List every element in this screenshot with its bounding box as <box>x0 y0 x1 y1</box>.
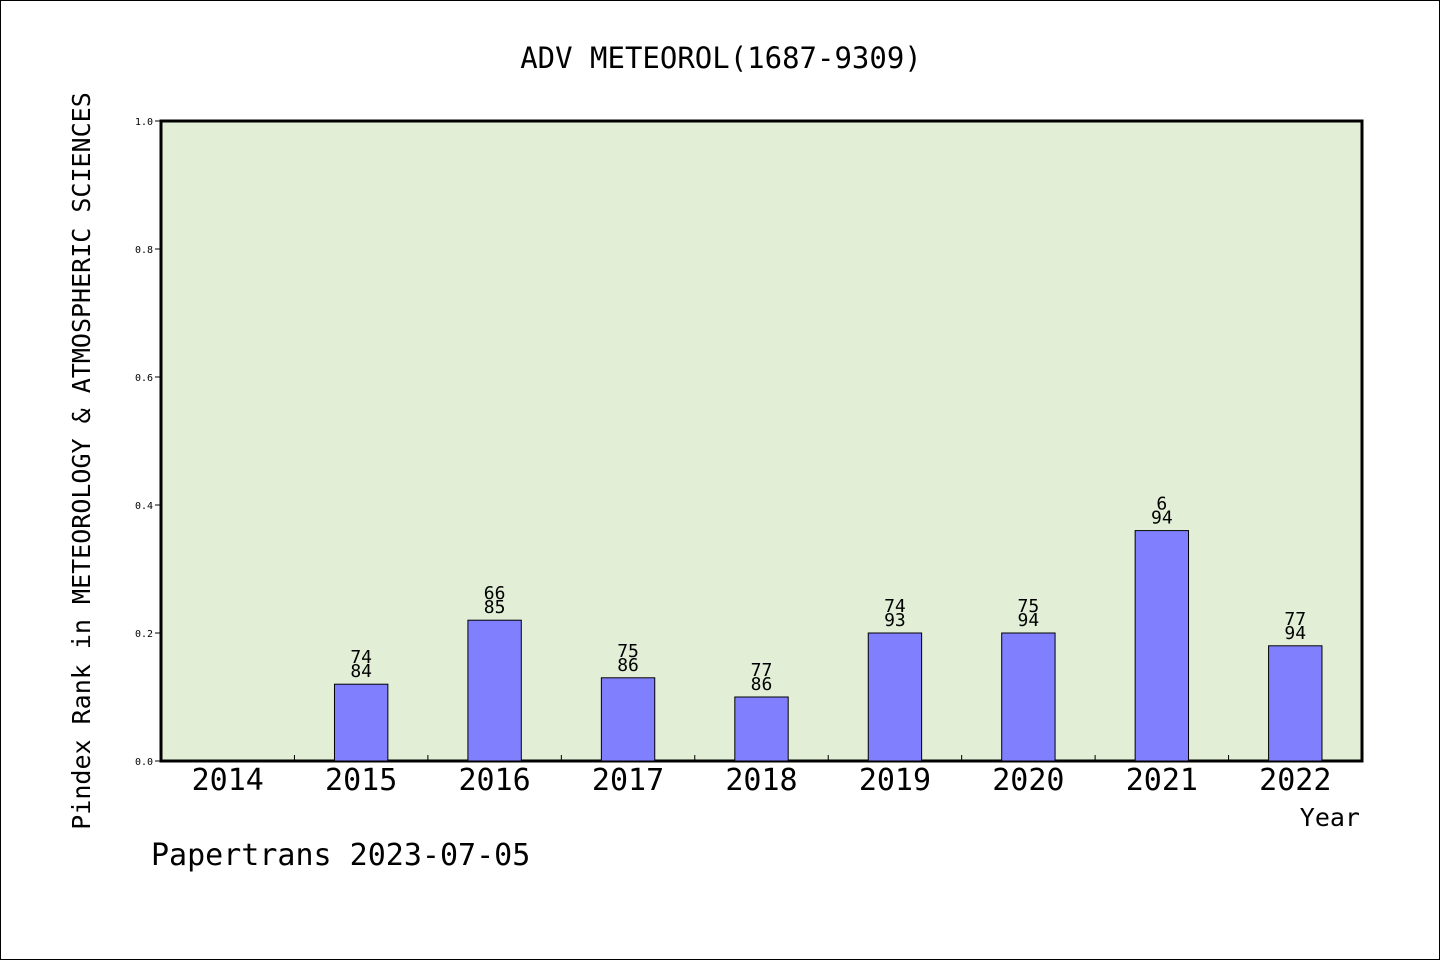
bar-label-top: 74 <box>884 596 906 617</box>
bar <box>867 632 923 762</box>
bar <box>333 683 389 762</box>
y-axis-label: Pindex Rank in METEOROLOGY & ATMOSPHERIC… <box>67 92 96 830</box>
bar-label-top: 75 <box>1018 596 1040 617</box>
x-tick-label: 2018 <box>725 763 797 798</box>
y-tick-label: 1.0 <box>135 117 153 128</box>
x-tick-label: 2016 <box>458 763 530 798</box>
y-axis: 0.0 0.2 0.4 0.6 0.8 1.0 <box>135 117 161 768</box>
x-tick-label: 2017 <box>592 763 664 798</box>
bar <box>467 619 522 762</box>
x-axis-label: Year <box>1300 803 1360 832</box>
chart-title: ADV METEOROL(1687-9309) <box>520 41 922 75</box>
bar-label-bottom: 94 <box>1018 610 1040 631</box>
bar-label-top: 66 <box>484 583 506 604</box>
bars <box>333 530 1323 762</box>
bar <box>1134 530 1190 762</box>
x-tick-label: 2014 <box>192 763 264 798</box>
y-tick-label: 0.0 <box>135 757 153 768</box>
y-tick-label: 0.8 <box>135 245 153 256</box>
bar-label-bottom: 94 <box>1284 623 1306 644</box>
bar-label-top: 74 <box>350 647 372 668</box>
y-tick-label: 0.2 <box>135 629 153 640</box>
bar-label-top: 6 <box>1156 494 1167 515</box>
bar-label-top: 77 <box>1284 609 1306 630</box>
bar-label-bottom: 94 <box>1151 508 1173 529</box>
x-tick-label: 2022 <box>1259 763 1331 798</box>
bar <box>600 677 656 762</box>
bar-label-top: 77 <box>751 660 773 681</box>
bar <box>1268 645 1323 762</box>
bar <box>734 696 789 762</box>
bar-label-bottom: 86 <box>751 674 773 695</box>
bar-label-bottom: 93 <box>884 610 906 631</box>
footer-text: Papertrans 2023-07-05 <box>151 838 530 873</box>
x-tick-label: 2015 <box>325 763 397 798</box>
bar-label-bottom: 85 <box>484 597 506 618</box>
bar-label-bottom: 84 <box>350 661 372 682</box>
x-axis: 2014 2015 2016 2017 2018 2019 2020 2021 2022 <box>192 755 1331 798</box>
x-tick-label: 2019 <box>859 763 931 798</box>
y-tick-label: 0.4 <box>135 501 153 512</box>
x-tick-label: 2020 <box>992 763 1064 798</box>
x-tick-label: 2021 <box>1126 763 1198 798</box>
bar-label-top: 75 <box>617 641 639 662</box>
bar-label-bottom: 86 <box>617 655 639 676</box>
bar <box>1001 632 1056 762</box>
y-tick-label: 0.6 <box>135 373 153 384</box>
